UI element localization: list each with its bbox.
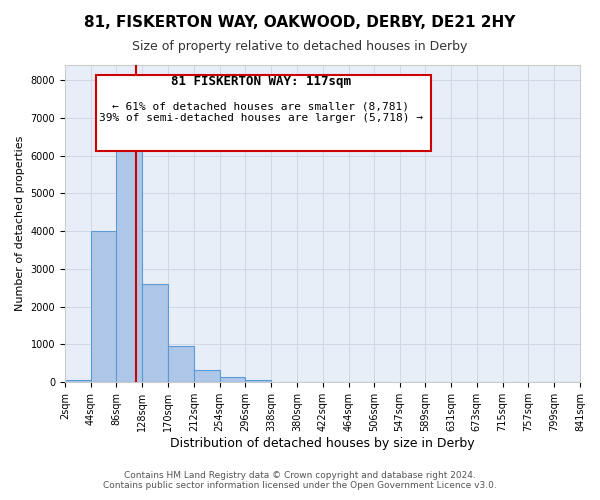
Bar (194, 370, 220, 382)
Text: ← 61% of detached houses are smaller (8,781)
39% of semi-detached houses are lar: ← 61% of detached houses are smaller (8,… (98, 102, 422, 123)
Text: 81, FISKERTON WAY, OAKWOOD, DERBY, DE21 2HY: 81, FISKERTON WAY, OAKWOOD, DERBY, DE21 … (85, 15, 515, 30)
Bar (168, 346, 194, 382)
X-axis label: Distribution of detached houses by size in Derby: Distribution of detached houses by size … (170, 437, 475, 450)
Text: Size of property relative to detached houses in Derby: Size of property relative to detached ho… (133, 40, 467, 53)
Bar (142, 284, 168, 382)
Bar (220, 378, 245, 382)
Bar (116, 135, 142, 382)
FancyBboxPatch shape (96, 74, 431, 150)
Bar (65, 380, 91, 382)
Y-axis label: Number of detached properties: Number of detached properties (15, 136, 25, 312)
Bar (91, 231, 116, 382)
Bar (245, 380, 271, 382)
Text: 81 FISKERTON WAY: 117sqm: 81 FISKERTON WAY: 117sqm (170, 74, 350, 88)
Text: Contains HM Land Registry data © Crown copyright and database right 2024.
Contai: Contains HM Land Registry data © Crown c… (103, 470, 497, 490)
